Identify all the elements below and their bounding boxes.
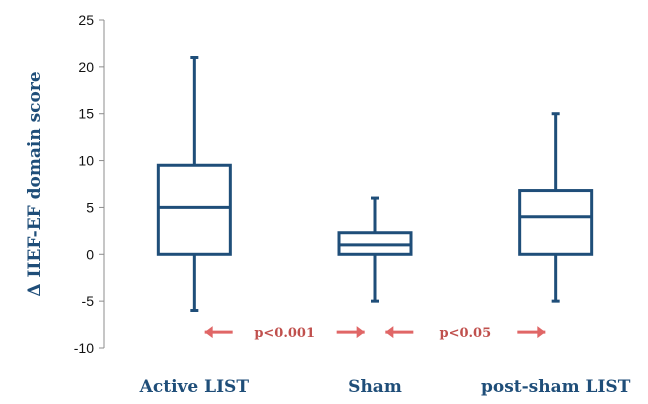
y-tick-label: -10	[74, 340, 94, 356]
x-category-label: post-sham LIST	[481, 377, 631, 397]
box-post-sham-list	[518, 112, 594, 303]
y-tick-label: 10	[78, 153, 94, 169]
y-tick-label: 0	[86, 246, 94, 262]
y-tick-label: -5	[82, 293, 95, 309]
box-active-list	[156, 55, 232, 313]
y-tick-label: 15	[78, 106, 94, 122]
y-tick-label: 5	[86, 199, 94, 215]
iqr-box	[518, 189, 594, 256]
p-value-label: p<0.001	[254, 326, 315, 341]
box-sham	[337, 196, 413, 303]
right-arrow-icon	[336, 326, 365, 339]
x-category-label: Active LIST	[139, 377, 250, 397]
left-arrow-icon	[204, 326, 233, 339]
y-axis-title: Δ IIEF-EF domain score	[25, 71, 45, 296]
x-category-label: Sham	[348, 377, 402, 397]
y-tick-label: 20	[78, 59, 94, 75]
p-value-annotation: p<0.001	[204, 326, 365, 341]
annotations: p<0.001 p<0.05	[204, 326, 546, 341]
y-tick-label: 25	[78, 12, 94, 28]
p-value-label: p<0.05	[440, 326, 492, 341]
iqr-box	[156, 163, 232, 256]
y-axis: -10 -5 0 5 10 15 20 25	[74, 12, 105, 356]
right-arrow-icon	[517, 326, 546, 339]
left-arrow-icon	[385, 326, 414, 339]
x-axis-labels: Active LIST Sham post-sham LIST	[139, 377, 631, 397]
p-value-annotation: p<0.05	[385, 326, 546, 341]
boxes	[156, 55, 594, 313]
